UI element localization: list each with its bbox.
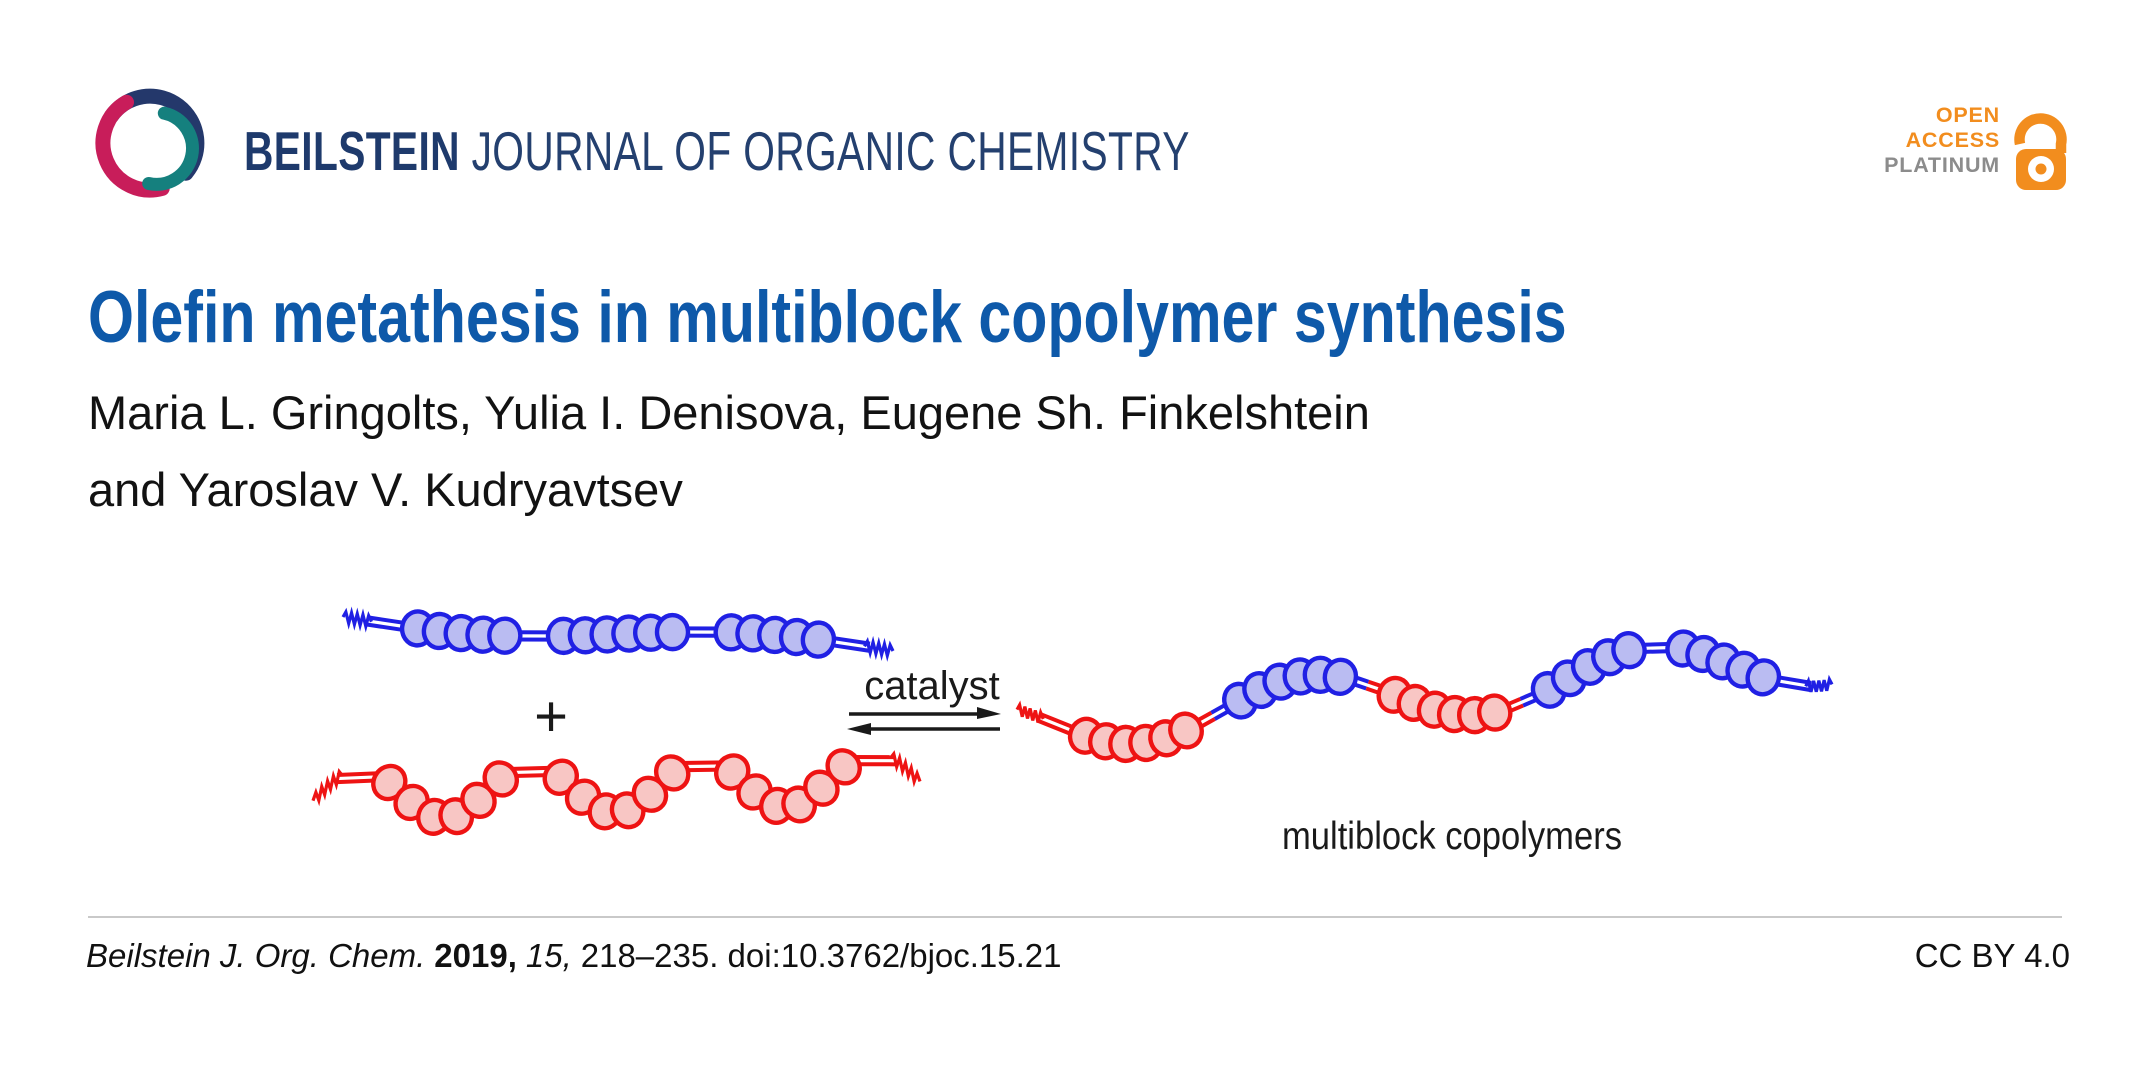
- swirl-arc-teal: [142, 106, 199, 191]
- open-access-line3: PLATINUM: [1884, 153, 2000, 177]
- reactant-chain-blue: [341, 606, 895, 662]
- monomer-bead-blue: [1322, 657, 1359, 696]
- plus-sign: +: [534, 684, 568, 749]
- authors-line2: and Yaroslav V. Kudryavtsev: [88, 463, 683, 516]
- authors-line1: Maria L. Gringolts, Yulia I. Denisova, E…: [88, 386, 1370, 439]
- monomer-bead-blue: [654, 612, 691, 652]
- monomer-bead-red: [653, 754, 691, 792]
- equilibrium-arrows: [847, 707, 1001, 735]
- beilstein-logo-swirl: [95, 88, 205, 198]
- monomer-bead-red: [482, 760, 520, 798]
- monomer-bead-red: [825, 748, 862, 786]
- catalyst-label: catalyst: [864, 664, 1000, 708]
- citation-year: 2019,: [434, 937, 517, 974]
- reactant-chain-red: [311, 748, 922, 836]
- open-access-line2: ACCESS: [1905, 128, 2000, 152]
- license-label: CC BY 4.0: [1914, 937, 2070, 974]
- product-chain-multiblock: [1015, 629, 1834, 764]
- monomer-bead-blue: [1611, 631, 1647, 670]
- open-access-lock-icon: [2014, 113, 2067, 190]
- monomer-bead-red: [1168, 711, 1204, 750]
- monomer-bead-blue: [487, 616, 523, 655]
- journal-name-beilstein: BEILSTEIN: [244, 120, 460, 182]
- footer-divider: [88, 916, 2062, 918]
- open-access-line1: OPEN: [1935, 103, 2000, 127]
- journal-name: BEILSTEIN JOURNAL OF ORGANIC CHEMISTRY: [244, 121, 1190, 181]
- swirl-arc-crimson: [95, 94, 170, 198]
- citation: Beilstein J. Org. Chem. 2019, 15, 218–235. …: [86, 937, 1062, 975]
- reaction-scheme: + catalyst multiblock copolymers: [311, 606, 1834, 858]
- monomer-bead-blue: [1745, 658, 1782, 697]
- product-label: multiblock copolymers: [1282, 815, 1622, 858]
- monomer-bead-red: [1476, 693, 1513, 732]
- monomer-bead-blue: [800, 620, 837, 659]
- citation-journal: Beilstein J. Org. Chem.: [86, 937, 426, 974]
- citation-pages-doi: 218–235. doi:10.3762/bjoc.15.21: [580, 937, 1062, 974]
- page-title: Olefin metathesis in multiblock copolyme…: [88, 277, 1567, 358]
- journal-name-rest: JOURNAL OF ORGANIC CHEMISTRY: [471, 120, 1190, 182]
- citation-volume: 15,: [525, 937, 572, 974]
- authors: Maria L. Gringolts, Yulia I. Denisova, E…: [88, 374, 1370, 528]
- open-access-label: OPEN ACCESS PLATINUM: [1884, 103, 2000, 178]
